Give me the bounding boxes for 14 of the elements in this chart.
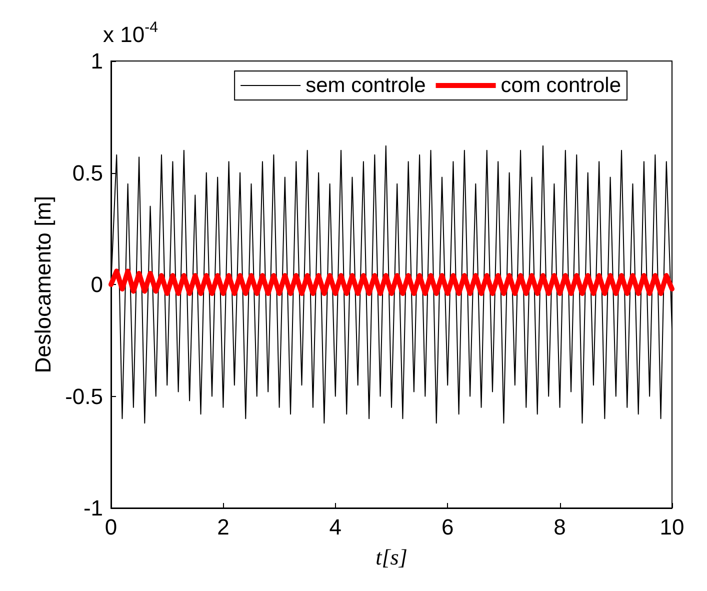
y-axis-title: Deslocamento [m] xyxy=(30,196,56,374)
legend-label: com controle xyxy=(500,74,621,97)
y-tick-label: -0.5 xyxy=(65,384,103,409)
y-tick-label: -1 xyxy=(83,496,103,520)
x-tick-label: 4 xyxy=(329,514,342,540)
y-tick-label: 0.5 xyxy=(72,160,103,186)
legend-label: sem controle xyxy=(306,74,426,97)
x-tick-label: 10 xyxy=(660,514,684,540)
x-tick-label: 2 xyxy=(217,514,230,540)
x-axis-title: t[s] xyxy=(376,544,408,570)
x-tick-label: 6 xyxy=(441,514,454,540)
y-tick-label: 0 xyxy=(90,272,103,297)
x-tick-label: 8 xyxy=(554,514,566,540)
y-tick-label: 1 xyxy=(90,48,103,74)
